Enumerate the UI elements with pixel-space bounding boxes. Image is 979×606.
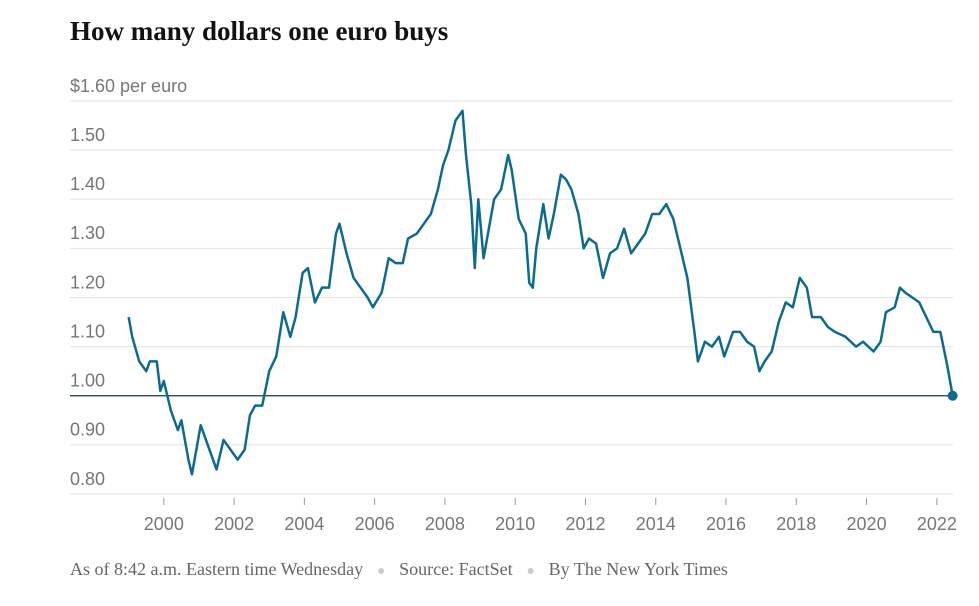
x-tick-label: 2008: [425, 514, 465, 534]
x-tick-label: 2016: [706, 514, 746, 534]
y-tick-label: $1.60 per euro: [70, 76, 187, 96]
x-tick-label: 2006: [355, 514, 395, 534]
credit: By The New York Times: [549, 559, 728, 579]
end-point: [947, 390, 958, 401]
separator: [378, 568, 385, 574]
source: Source: FactSet: [399, 559, 512, 579]
x-tick-label: 2014: [636, 514, 676, 534]
y-tick-label: 1.40: [70, 174, 105, 194]
y-tick-label: 0.90: [70, 420, 105, 440]
x-tick-label: 2018: [776, 514, 816, 534]
y-tick-label: 1.10: [70, 321, 105, 341]
chart-title: How many dollars one euro buys: [70, 16, 448, 46]
note: As of 8:42 a.m. Eastern time Wednesday: [70, 559, 363, 579]
x-tick-label: 2020: [847, 514, 887, 534]
separator: [527, 568, 534, 574]
y-tick-label: 1.30: [70, 223, 105, 243]
y-tick-label: 0.80: [70, 469, 105, 489]
x-tick-label: 2012: [565, 514, 605, 534]
x-tick-label: 2000: [144, 514, 184, 534]
x-tick-label: 2002: [214, 514, 254, 534]
x-tick-label: 2010: [495, 514, 535, 534]
line: [127, 109, 954, 476]
y-tick-label: 1.00: [70, 371, 105, 391]
x-tick-label: 2022: [917, 514, 957, 534]
y-tick-label: 1.20: [70, 272, 105, 292]
x-tick-label: 2004: [284, 514, 324, 534]
y-tick-label: 1.50: [70, 125, 105, 145]
